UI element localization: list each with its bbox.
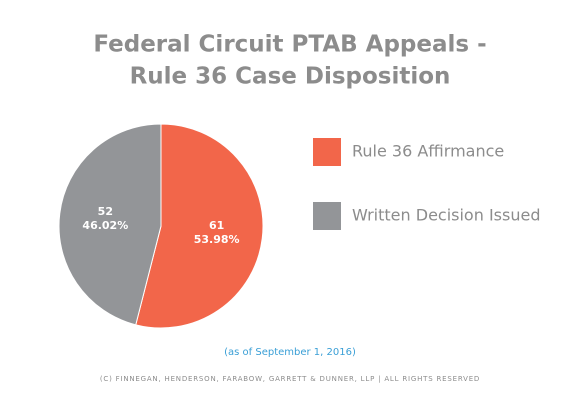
footer: (C) FINNEGAN, HENDERSON, FARABOW, GARRET… xyxy=(100,375,480,383)
slice-value: 52 xyxy=(98,205,113,218)
legend-swatch xyxy=(313,202,341,230)
note: (as of September 1, 2016) xyxy=(224,347,356,358)
legend-label: Rule 36 Affirmance xyxy=(352,142,504,161)
pie-slice xyxy=(58,123,162,326)
legend-swatch xyxy=(313,138,341,166)
chart-title: Rule 36 Case Disposition xyxy=(130,64,451,90)
slice-percent: 53.98% xyxy=(194,233,240,246)
slice-value: 61 xyxy=(209,219,224,232)
legend-label: Written Decision Issued xyxy=(352,206,540,225)
slice-percent: 46.02% xyxy=(82,219,128,232)
chart-title: Federal Circuit PTAB Appeals - xyxy=(93,32,486,58)
pie-slice xyxy=(135,123,264,329)
